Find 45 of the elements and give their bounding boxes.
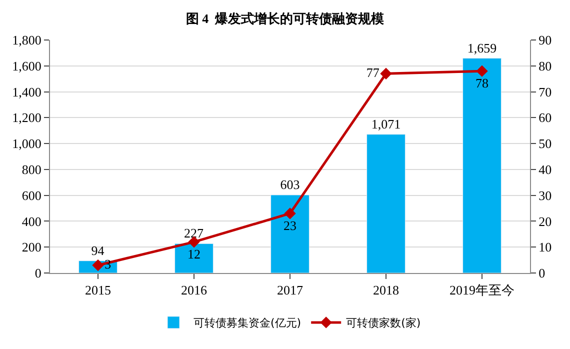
bar (174, 243, 214, 273)
y2-tick-label: 70 (538, 84, 552, 100)
y2-tick-label: 10 (538, 240, 552, 255)
y2-tick-label: 80 (538, 58, 552, 74)
legend-label: 可转债家数(家) (346, 316, 421, 330)
y2-tick-label: 90 (538, 32, 552, 48)
y-tick-label: 200 (22, 240, 42, 255)
y-tick-label: 1,600 (12, 58, 42, 74)
y-tick-label: 800 (22, 162, 42, 177)
x-tick-label: 2015 (85, 282, 111, 298)
data-label: 1,071 (371, 116, 401, 132)
x-tick-label: 2018 (373, 282, 399, 298)
data-label: 78 (476, 75, 488, 90)
data-label: 1,659 (467, 40, 497, 56)
legend-label: 可转债募集资金(亿元) (194, 316, 302, 330)
point (92, 259, 104, 272)
point (380, 68, 392, 80)
bar (366, 134, 406, 273)
y2-tick-label: 50 (538, 136, 552, 152)
y-tick-label: 1,800 (12, 32, 42, 48)
y2-tick-label: 40 (538, 162, 552, 177)
x-tick-label: 2016 (181, 282, 208, 298)
y-tick-label: 1,000 (12, 136, 42, 152)
x-tick-label: 2017 (277, 282, 304, 298)
bar (270, 194, 310, 273)
chart-title: 图 4 爆发式增长的可转债融资规模 (186, 11, 384, 26)
y-tick-label: 0 (34, 266, 42, 281)
y2-tick-label: 30 (538, 188, 552, 203)
data-label: 94 (91, 242, 105, 258)
data-label: 603 (280, 176, 300, 192)
point (476, 65, 488, 77)
bar (462, 58, 502, 273)
y-tick-label: 1,200 (12, 110, 42, 126)
y2-tick-label: 60 (538, 110, 552, 126)
data-label: 77 (366, 64, 380, 80)
point (284, 208, 296, 220)
data-label: 23 (284, 218, 296, 233)
y2-tick-label: 20 (538, 214, 552, 229)
y-tick-label: 600 (22, 188, 42, 203)
y-tick-label: 400 (22, 214, 42, 229)
x-tick-label: 2019年至今 (450, 282, 514, 298)
data-label: 12 (188, 246, 200, 262)
data-label: 227 (184, 226, 204, 241)
y2-tick-label: 0 (538, 266, 546, 281)
y-tick-label: 1,400 (12, 84, 42, 100)
